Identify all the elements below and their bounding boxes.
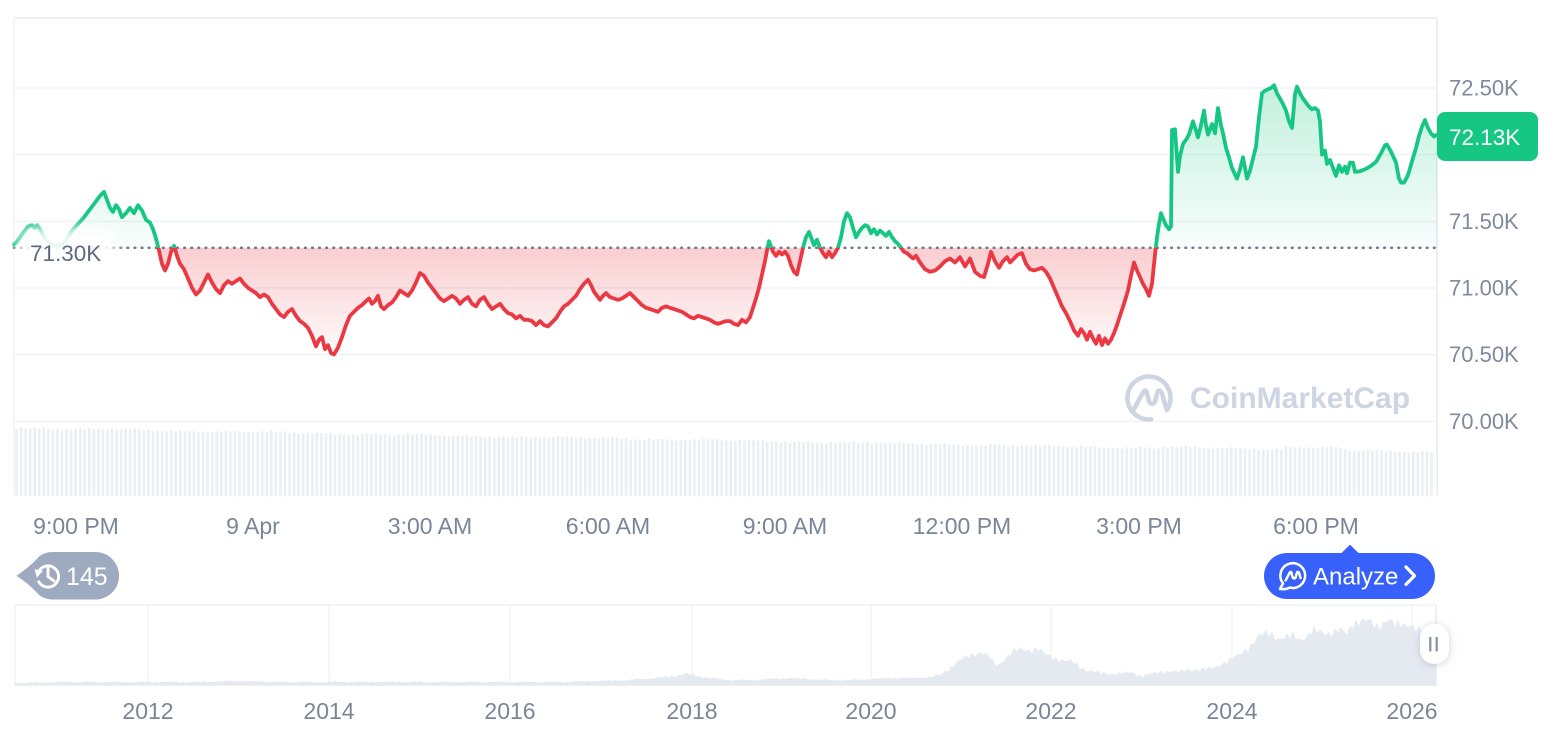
svg-text:9:00 PM: 9:00 PM (33, 513, 119, 539)
svg-text:2016: 2016 (484, 698, 535, 724)
svg-text:9 Apr: 9 Apr (226, 513, 280, 539)
svg-text:70.00K: 70.00K (1449, 409, 1519, 434)
svg-text:72.50K: 72.50K (1449, 76, 1519, 101)
svg-text:71.30K: 71.30K (30, 241, 101, 266)
svg-text:71.00K: 71.00K (1449, 276, 1519, 301)
svg-text:2014: 2014 (303, 698, 354, 724)
svg-text:2020: 2020 (845, 698, 896, 724)
svg-text:2012: 2012 (122, 698, 173, 724)
svg-text:72.13K: 72.13K (1449, 125, 1520, 150)
svg-text:2026: 2026 (1386, 698, 1437, 724)
svg-text:71.50K: 71.50K (1449, 209, 1519, 234)
svg-text:3:00 PM: 3:00 PM (1096, 513, 1182, 539)
svg-text:6:00 AM: 6:00 AM (566, 513, 650, 539)
svg-text:2022: 2022 (1025, 698, 1076, 724)
svg-text:3:00 AM: 3:00 AM (388, 513, 472, 539)
svg-text:70.50K: 70.50K (1449, 342, 1519, 367)
svg-text:CoinMarketCap: CoinMarketCap (1190, 382, 1410, 415)
svg-text:145: 145 (66, 563, 108, 591)
svg-text:9:00 AM: 9:00 AM (743, 513, 827, 539)
svg-text:2018: 2018 (666, 698, 717, 724)
svg-text:6:00 PM: 6:00 PM (1273, 513, 1359, 539)
svg-text:12:00 PM: 12:00 PM (913, 513, 1011, 539)
svg-text:Analyze: Analyze (1313, 564, 1398, 591)
svg-text:2024: 2024 (1206, 698, 1257, 724)
